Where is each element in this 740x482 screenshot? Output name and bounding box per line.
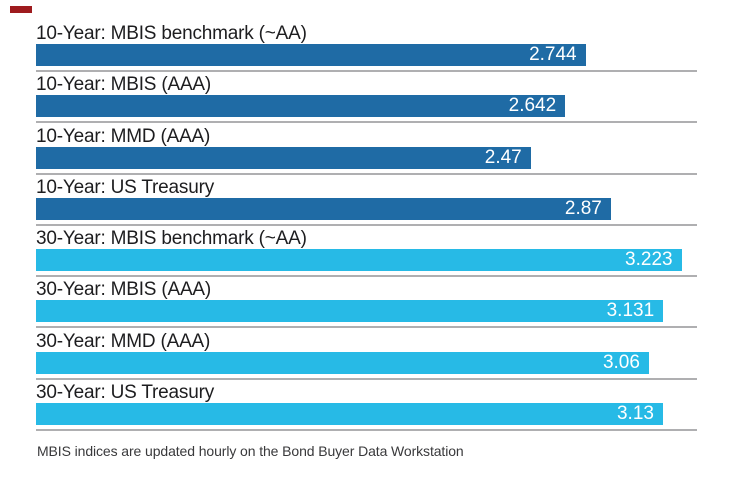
bar-label: 10-Year: US Treasury xyxy=(36,176,214,198)
bar-label: 30-Year: MBIS benchmark (~AA) xyxy=(36,228,307,250)
bar-label: 10-Year: MBIS benchmark (~AA) xyxy=(36,23,307,44)
bar-label: 10-Year: MMD (AAA) xyxy=(36,125,211,147)
bar-value: 3.13 xyxy=(616,403,654,425)
bar: 2.87 xyxy=(36,197,611,220)
row-separator xyxy=(36,121,697,124)
bar-track: 3.13 xyxy=(36,403,697,426)
row-separator xyxy=(36,377,697,380)
red-accent-dash xyxy=(10,6,32,13)
bar-value: 2.642 xyxy=(508,95,557,117)
bar-track: 2.87 xyxy=(36,197,697,220)
row-separator xyxy=(36,223,697,226)
bar-label: 30-Year: US Treasury xyxy=(36,382,214,404)
bar-value: 3.223 xyxy=(625,249,673,271)
bar-label: 10-Year: MBIS (AAA) xyxy=(36,74,212,96)
bar-label: 30-Year: MBIS (AAA) xyxy=(36,279,212,301)
bar-chart: 10-Year: MBIS benchmark (~AA) 2.744 10-Yea… xyxy=(36,24,697,434)
bar: 3.06 xyxy=(36,351,649,374)
row-separator xyxy=(36,326,697,329)
bar-value: 2.744 xyxy=(529,44,577,65)
row-separator xyxy=(36,429,697,432)
bar-track: 3.06 xyxy=(36,351,697,374)
bar-row: 10-Year: US Treasury 2.87 xyxy=(36,176,697,229)
row-separator xyxy=(36,70,697,72)
bar: 3.223 xyxy=(36,249,682,272)
bar-value: 3.131 xyxy=(606,300,655,322)
bar-track: 3.131 xyxy=(36,300,697,323)
bar-row: 10-Year: MMD (AAA) 2.47 xyxy=(36,125,697,178)
bar: 3.131 xyxy=(36,300,664,323)
bar-value: 2.47 xyxy=(484,146,522,168)
bar-track: 3.223 xyxy=(36,249,697,272)
row-separator xyxy=(36,172,697,175)
bar-row: 10-Year: MBIS benchmark (~AA) 2.744 xyxy=(36,24,697,75)
bar-track: 2.744 xyxy=(36,44,697,66)
bar: 2.744 xyxy=(36,44,586,66)
bar-label: 30-Year: MMD (AAA) xyxy=(36,330,211,352)
bar-value: 3.06 xyxy=(602,351,640,373)
bar-row: 30-Year: MBIS benchmark (~AA) 3.223 xyxy=(36,229,697,280)
bar: 2.47 xyxy=(36,146,531,169)
bar-value: 2.87 xyxy=(564,197,602,219)
bar: 2.642 xyxy=(36,95,566,118)
bar-row: 30-Year: MMD (AAA) 3.06 xyxy=(36,330,697,383)
chart-footnote: MBIS indices are updated hourly on the B… xyxy=(37,443,464,459)
bar-row: 30-Year: MBIS (AAA) 3.131 xyxy=(36,280,697,331)
bar: 3.13 xyxy=(36,403,663,426)
bar-row: 10-Year: MBIS (AAA) 2.642 xyxy=(36,75,697,126)
row-separator xyxy=(36,275,697,278)
bar-track: 2.47 xyxy=(36,146,697,169)
bar-row: 30-Year: US Treasury 3.13 xyxy=(36,383,697,434)
bar-track: 2.642 xyxy=(36,95,697,118)
